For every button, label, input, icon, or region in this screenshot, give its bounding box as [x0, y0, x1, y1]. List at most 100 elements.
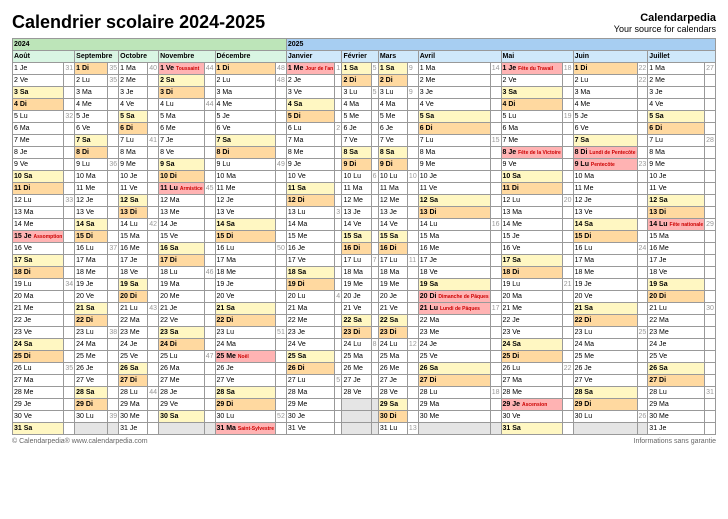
day-cell: 30 Lu — [573, 411, 637, 423]
week-number — [64, 123, 75, 135]
week-number — [64, 231, 75, 243]
day-cell: 14 Sa — [573, 219, 637, 231]
week-number — [276, 375, 287, 387]
week-number: 42 — [148, 219, 159, 231]
week-number — [148, 375, 159, 387]
week-number — [490, 375, 501, 387]
day-cell: 23 Ve — [13, 327, 64, 339]
day-cell: 9 Ve — [501, 159, 562, 171]
month-header: Septembre — [75, 51, 119, 63]
week-number — [148, 363, 159, 375]
week-number: 3 — [335, 207, 342, 219]
day-cell: 7 Ma — [286, 135, 334, 147]
day-cell: 21 Ma — [286, 303, 334, 315]
week-number — [490, 231, 501, 243]
week-number — [637, 99, 648, 111]
day-cell: 24 Ma — [215, 339, 276, 351]
week-number — [108, 195, 119, 207]
week-number — [64, 219, 75, 231]
week-number — [108, 375, 119, 387]
day-cell: 5 Ma — [159, 111, 205, 123]
week-number — [371, 243, 378, 255]
week-number — [108, 135, 119, 147]
day-cell: 6 Je — [342, 123, 371, 135]
day-cell: 18 Me — [573, 267, 637, 279]
week-number — [276, 207, 287, 219]
day-cell: 29 Ma — [418, 399, 490, 411]
day-cell: 26 Me — [378, 363, 407, 375]
week-number — [335, 423, 342, 435]
day-cell: 18 Sa — [286, 267, 334, 279]
day-cell: 11 Me — [75, 183, 108, 195]
week-number — [148, 207, 159, 219]
day-cell: 23 Lu — [75, 327, 108, 339]
week-number — [705, 279, 716, 291]
week-number — [490, 255, 501, 267]
day-cell: 30 Me — [119, 411, 148, 423]
day-cell: 25 Ve — [119, 351, 148, 363]
week-number — [637, 183, 648, 195]
day-cell: 28 Sa — [573, 387, 637, 399]
day-cell: 23 Di — [378, 327, 407, 339]
week-number — [276, 291, 287, 303]
week-number — [705, 111, 716, 123]
week-number: 45 — [204, 183, 215, 195]
week-number — [64, 399, 75, 411]
week-number: 9 — [407, 87, 418, 99]
day-cell: 10 Je — [648, 171, 705, 183]
week-number: 44 — [148, 387, 159, 399]
week-number — [407, 375, 418, 387]
day-cell: 15 Sa — [342, 231, 371, 243]
day-cell: 5 Sa — [119, 111, 148, 123]
day-cell: 28 Me — [501, 387, 562, 399]
day-cell: 10 Je — [119, 171, 148, 183]
day-cell: 10 Ma — [215, 171, 276, 183]
week-number — [64, 291, 75, 303]
day-cell: 11 Ma — [342, 183, 371, 195]
day-cell: 3 Sa — [13, 87, 64, 99]
week-number — [562, 315, 573, 327]
day-cell: 6 Di — [648, 123, 705, 135]
week-number — [335, 75, 342, 87]
week-number — [108, 363, 119, 375]
day-cell: 11 Ve — [119, 183, 148, 195]
week-number: 22 — [637, 63, 648, 75]
day-cell: 9 Ve — [13, 159, 64, 171]
week-number — [108, 99, 119, 111]
day-cell: 31 Je — [119, 423, 148, 435]
day-cell: 19 Je — [573, 279, 637, 291]
week-number: 29 — [705, 219, 716, 231]
day-cell: 19 Ma — [159, 279, 205, 291]
week-number — [490, 123, 501, 135]
week-number — [108, 207, 119, 219]
day-cell: 18 Me — [215, 267, 276, 279]
week-number — [562, 255, 573, 267]
day-cell: 7 Je — [159, 135, 205, 147]
week-number — [705, 171, 716, 183]
week-number — [335, 303, 342, 315]
day-cell: 17 Di — [159, 255, 205, 267]
week-number — [64, 183, 75, 195]
day-cell: 15 Me — [286, 231, 334, 243]
day-cell: 10 Ve — [286, 171, 334, 183]
day-cell: 18 Ve — [119, 267, 148, 279]
week-number — [335, 339, 342, 351]
week-number — [705, 207, 716, 219]
day-cell — [75, 423, 108, 435]
week-number: 5 — [371, 87, 378, 99]
day-cell: 12 Me — [378, 195, 407, 207]
day-cell: 15 Ma — [119, 231, 148, 243]
week-number — [407, 291, 418, 303]
week-number — [204, 423, 215, 435]
week-number: 17 — [490, 303, 501, 315]
week-number — [562, 411, 573, 423]
week-number — [108, 279, 119, 291]
day-cell: 1 Ve Toussaint — [159, 63, 205, 75]
week-number — [276, 339, 287, 351]
day-cell: 26 Sa — [418, 363, 490, 375]
week-number — [407, 327, 418, 339]
week-number — [276, 147, 287, 159]
day-cell: 3 Lu — [342, 87, 371, 99]
day-cell: 27 Me — [159, 375, 205, 387]
day-cell: 12 Sa — [119, 195, 148, 207]
